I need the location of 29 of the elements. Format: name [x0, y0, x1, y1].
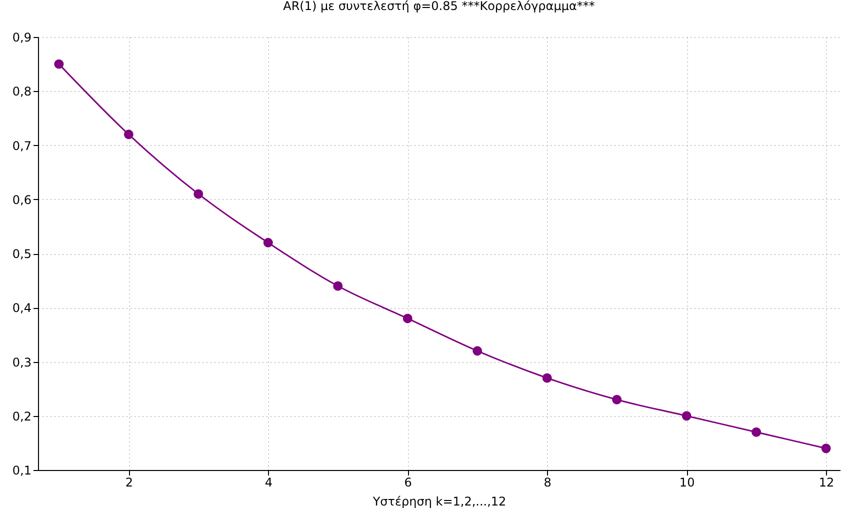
y-tick-label: 0,9	[12, 30, 32, 44]
point	[472, 346, 482, 356]
point	[194, 189, 204, 199]
x-tick-label: 12	[818, 476, 834, 490]
point	[402, 314, 412, 324]
x-tick-label: 2	[125, 476, 133, 490]
x-tick-label: 8	[544, 476, 552, 490]
point	[54, 59, 64, 69]
y-tick-label: 0,2	[12, 409, 32, 424]
y-tick-label: 0,4	[12, 301, 32, 316]
y-tick-label: 0,8	[12, 84, 32, 99]
x-tick-label: 4	[264, 476, 272, 490]
y-tick-label: 0,6	[12, 192, 32, 207]
point	[542, 373, 552, 383]
y-tick-label: 0,5	[12, 247, 32, 261]
chart-title: AR(1) με συντελεστή φ=0.85 ***Κορρελόγραμμα***	[283, 0, 595, 13]
y-tick-label: 0,1	[12, 464, 32, 478]
point	[333, 281, 343, 291]
point	[263, 238, 273, 248]
point	[682, 411, 692, 421]
x-axis-title: Υστέρηση k=1,2,...,12	[372, 494, 506, 508]
y-tick-label: 0,3	[12, 355, 32, 370]
x-tick-label: 10	[679, 476, 695, 490]
point	[752, 427, 762, 437]
point	[612, 394, 622, 404]
point	[124, 130, 134, 140]
x-tick-label: 6	[404, 476, 412, 490]
y-tick-label: 0,7	[12, 138, 32, 153]
point	[821, 444, 831, 454]
